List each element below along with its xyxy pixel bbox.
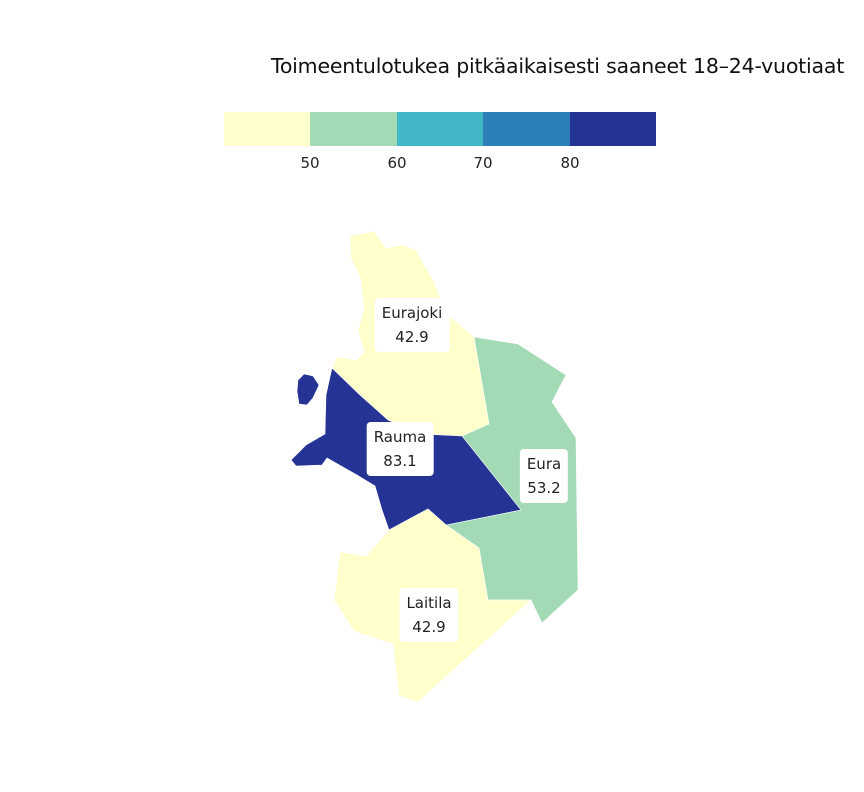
legend-tick-80: 80 (560, 154, 580, 172)
label-rauma-name: Rauma (373, 428, 427, 446)
label-laitila-value: 42.9 (412, 618, 446, 636)
legend-tick-60: 60 (387, 154, 407, 172)
legend-swatch-3 (483, 112, 570, 146)
label-laitila-name: Laitila (406, 594, 452, 612)
label-eura-name: Eura (526, 455, 562, 473)
map-title: Toimeentulotukea pitkäaikaisesti saaneet… (271, 54, 845, 78)
label-rauma: Rauma 83.1 (366, 422, 434, 476)
legend-swatch-4 (569, 112, 657, 146)
label-eurajoki: Eurajoki 42.9 (374, 298, 450, 352)
legend-tick-50: 50 (300, 154, 320, 172)
legend-swatch-0 (224, 112, 311, 146)
color-legend (224, 112, 657, 146)
label-eura-value: 53.2 (527, 479, 561, 497)
label-eura: Eura 53.2 (519, 449, 569, 503)
label-laitila: Laitila 42.9 (399, 588, 459, 642)
label-eurajoki-value: 42.9 (395, 328, 429, 346)
legend-swatch-1 (310, 112, 397, 146)
legend-tick-70: 70 (473, 154, 493, 172)
region-rauma-island[interactable] (296, 373, 320, 406)
legend-swatch-2 (396, 112, 484, 146)
label-eurajoki-name: Eurajoki (381, 304, 443, 322)
label-rauma-value: 83.1 (383, 452, 417, 470)
